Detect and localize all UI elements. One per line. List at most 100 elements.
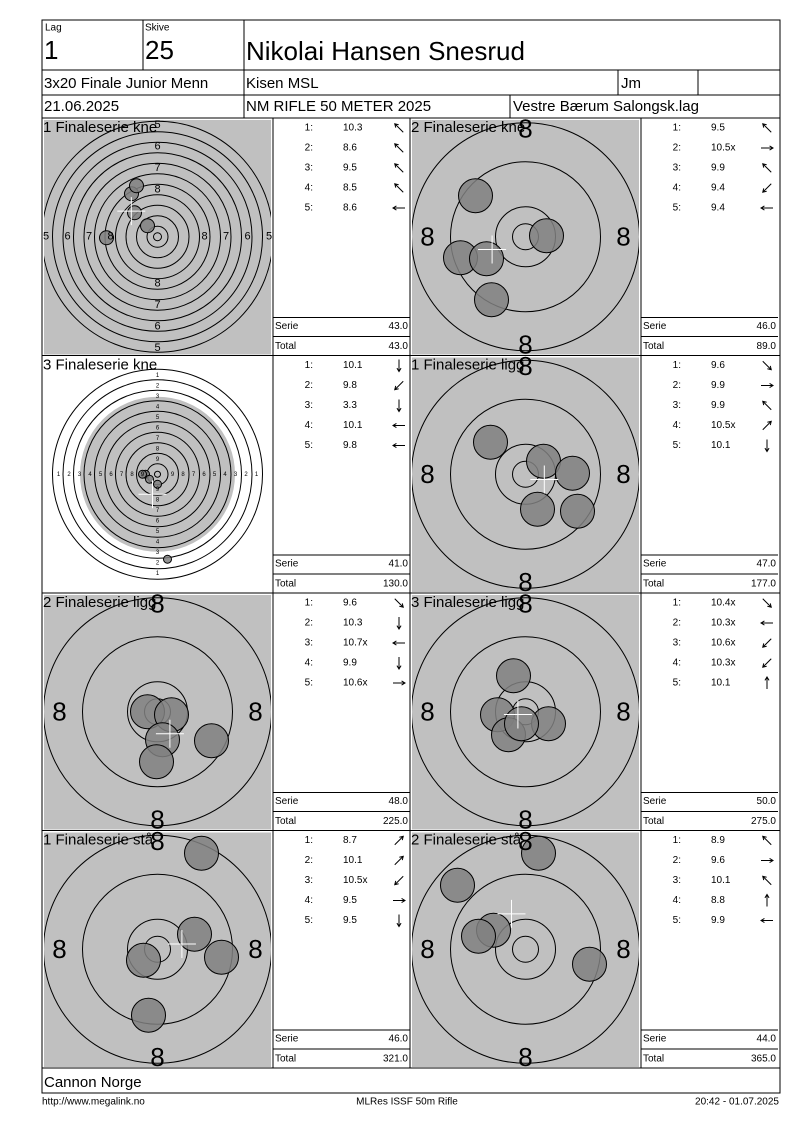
shot-direction: [396, 617, 402, 630]
ring-label: 4: [156, 404, 160, 410]
shot-score: 8.9: [711, 835, 725, 846]
shot-hole: [194, 723, 229, 759]
total-score: 130.0: [383, 579, 408, 590]
shot-number: 3:: [305, 638, 313, 649]
shot-score: 10.7x: [343, 638, 367, 649]
target-ring: [44, 834, 271, 1064]
shot-score: 3.3: [343, 400, 357, 411]
target-ring: [512, 935, 539, 963]
shot-number: 2:: [673, 855, 681, 866]
shot-number: 2:: [673, 618, 681, 629]
ring-label: 8: [518, 805, 532, 835]
event: NM RIFLE 50 METER 2025: [246, 98, 431, 115]
shot-score: 9.5: [711, 123, 725, 134]
ring-label: 8: [420, 222, 434, 252]
page-border: [41, 19, 781, 1094]
target-face: [412, 357, 639, 592]
ring-label: 1: [255, 472, 259, 478]
software: MLRes ISSF 50m Rifle: [356, 1097, 458, 1108]
shot-direction: [393, 898, 406, 903]
target-ring: [82, 636, 233, 788]
ring-label: 9: [141, 472, 145, 478]
target-ring: [495, 918, 556, 980]
serie-label: Serie: [275, 1034, 299, 1045]
target-ring: [412, 834, 639, 1064]
shot-direction: [394, 875, 404, 886]
shot-number: 5:: [673, 203, 681, 214]
target-ring: [115, 194, 200, 280]
shot-number: 5:: [305, 915, 313, 926]
shot-direction: [394, 183, 404, 193]
target-ring: [125, 442, 190, 507]
ring-label: 8: [616, 222, 630, 252]
shot-hole: [560, 493, 595, 529]
serie-label: Serie: [643, 321, 667, 332]
ring-label: 9: [156, 487, 160, 493]
shot-score: 8.8: [711, 895, 725, 906]
shot-direction: [762, 638, 772, 648]
shot-score: 10.6x: [711, 638, 735, 649]
shot-direction: [762, 420, 772, 431]
shot-number: 2:: [305, 380, 313, 391]
series-title: 2 Finaleserie ligg: [43, 594, 156, 611]
shot-direction: [761, 858, 774, 863]
shot-score: 8.5: [343, 183, 357, 194]
target: [412, 595, 639, 830]
shooter-name: Nikolai Hansen Snesrud: [246, 36, 525, 66]
shot-number: 1:: [673, 123, 681, 134]
ring-label: 9: [156, 457, 160, 463]
shot-number: 3:: [673, 163, 681, 174]
shot-hole: [474, 282, 509, 318]
shot-direction: [762, 658, 772, 668]
ring-label: 4: [223, 472, 227, 478]
shot-direction: [394, 598, 404, 608]
ring-label: 7: [156, 436, 160, 442]
target-face: [412, 595, 639, 830]
class-code: Jm: [621, 75, 641, 92]
shot-number: 3:: [305, 400, 313, 411]
shot-number: 1:: [673, 835, 681, 846]
ring-label: 8: [616, 697, 630, 727]
total-score: 89.0: [757, 341, 777, 352]
ring-label: 7: [120, 472, 124, 478]
target-ring: [412, 597, 639, 827]
shot-direction: [394, 835, 404, 846]
ring-label: 5: [213, 472, 217, 478]
series-title: 2 Finaleserie stå: [411, 831, 522, 848]
shot-number: 2:: [305, 618, 313, 629]
ring-label: 8: [156, 446, 160, 452]
ring-label: 1: [156, 571, 160, 577]
serie-score: 47.0: [757, 559, 777, 570]
shot-direction: [760, 205, 773, 211]
ring-label: 7: [223, 231, 229, 243]
lag-label: Lag: [45, 23, 62, 34]
ring-label: 8: [518, 826, 532, 856]
group-center: [503, 700, 532, 729]
target-ring: [450, 398, 601, 550]
serie-score: 44.0: [757, 1034, 777, 1045]
lag: 1: [44, 35, 58, 65]
total-score: 321.0: [383, 1054, 408, 1065]
target-ring: [146, 225, 169, 248]
ring-label: 7: [192, 472, 196, 478]
target-ring: [136, 215, 179, 259]
shot-direction: [762, 360, 772, 371]
shot-score: 9.4: [711, 183, 725, 194]
shot-direction: [396, 359, 402, 373]
shot-score: 9.8: [343, 380, 357, 391]
ring-label: 2: [156, 560, 160, 566]
total-label: Total: [275, 579, 296, 590]
shot-number: 4:: [305, 658, 313, 669]
ring-label: 5: [156, 529, 160, 535]
ring-label: 5: [156, 415, 160, 421]
ring-label: 7: [154, 299, 160, 311]
ring-label: 7: [154, 162, 160, 174]
target-ring: [412, 359, 639, 589]
target-ring: [104, 421, 211, 528]
shot-direction: [760, 620, 773, 626]
group-center: [530, 465, 559, 494]
total-score: 43.0: [389, 341, 409, 352]
ring-label: 5: [154, 119, 160, 131]
shot-score: 10.1: [711, 678, 731, 689]
target-bg: [44, 120, 271, 355]
